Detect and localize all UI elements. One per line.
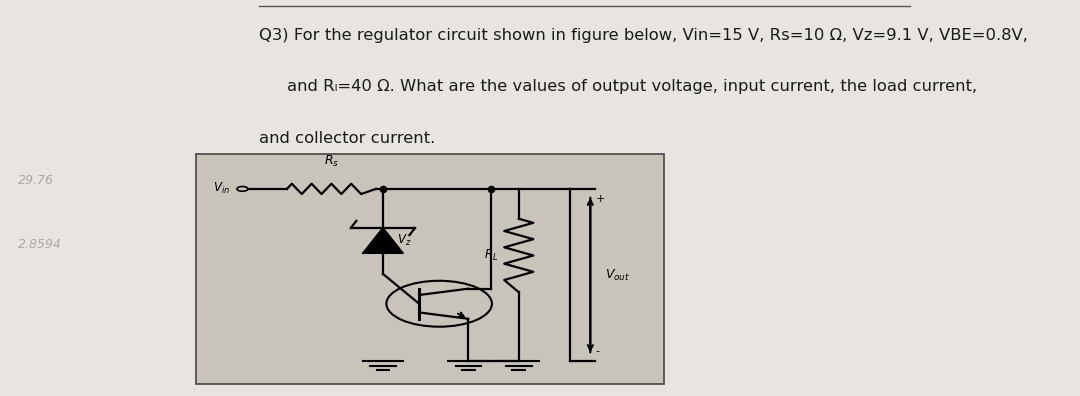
Text: 29.76: 29.76 xyxy=(18,174,54,187)
Bar xyxy=(195,154,664,384)
Text: 2.8594: 2.8594 xyxy=(18,238,63,251)
Text: $V_z$: $V_z$ xyxy=(397,233,411,248)
Text: $R_s$: $R_s$ xyxy=(324,154,339,169)
Text: $R_L$: $R_L$ xyxy=(485,248,499,263)
Text: and Rₗ=40 Ω. What are the values of output voltage, input current, the load curr: and Rₗ=40 Ω. What are the values of outp… xyxy=(286,79,976,94)
Text: $V_{in}$: $V_{in}$ xyxy=(213,181,230,196)
Text: +: + xyxy=(596,194,605,204)
Text: -: - xyxy=(596,346,599,356)
Text: Q3) For the regulator circuit shown in figure below, Vin=15 V, Rs=10 Ω, Vz=9.1 V: Q3) For the regulator circuit shown in f… xyxy=(259,28,1028,43)
Text: and collector current.: and collector current. xyxy=(259,131,435,146)
Polygon shape xyxy=(363,228,403,253)
Text: $V_{out}$: $V_{out}$ xyxy=(605,267,630,283)
